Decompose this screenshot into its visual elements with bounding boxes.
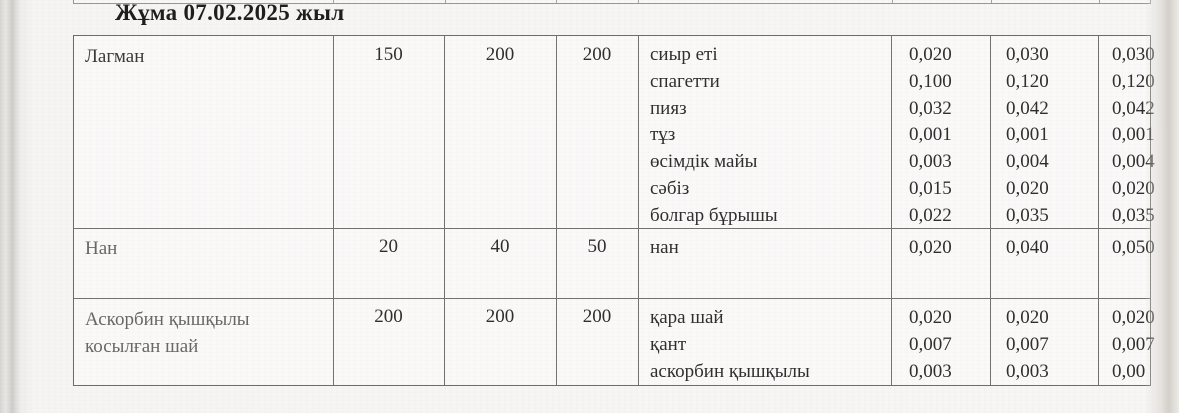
previous-table-fragment: 0,001 0,001 — [73, 0, 1151, 4]
portion-value: 200 — [582, 44, 612, 65]
quantity-value: 0,003 — [909, 151, 952, 173]
row-divider-2 — [74, 298, 1150, 300]
quantity-value: 0,022 — [909, 204, 952, 226]
quantity-column-2: 0,020 0,007 0,003 — [990, 305, 1098, 385]
quantity-value: 0,020 — [1112, 307, 1155, 328]
ingredient-name: спагетти — [650, 70, 720, 92]
quantity-column-3: 0,020 0,007 0,00 — [1098, 305, 1155, 385]
portion-value: 150 — [374, 44, 403, 65]
quantity-value: 0,120 — [1006, 70, 1049, 92]
quantity-value: 0,030 — [1112, 44, 1155, 65]
quantity-column-2: 0,040 — [990, 235, 1098, 262]
ingredient-name: қара шай — [650, 307, 724, 328]
table-row: Нан — [74, 236, 333, 261]
portion-value: 20 — [379, 236, 398, 257]
portion-cell: 200 — [444, 44, 556, 66]
quantity-value: 0,040 — [1006, 237, 1049, 258]
quantity-value: 0,120 — [1112, 70, 1155, 92]
column-divider-1 — [333, 36, 335, 385]
quantity-value: 0,015 — [909, 177, 952, 199]
portion-cell: 150 — [333, 44, 444, 66]
table-row: Аскорбин қышқылы косылған шай — [74, 306, 333, 360]
portion-cell: 20 — [333, 236, 444, 258]
dish-name-line-2: косылған шай — [85, 336, 199, 357]
quantity-value: 0,030 — [1006, 44, 1049, 65]
row-divider-1 — [74, 228, 1150, 230]
quantity-column-1: 0,020 — [891, 235, 990, 262]
quantity-column-3: 0,030 0,120 0,042 0,001 0,004 0,020 0,03… — [1098, 42, 1155, 230]
quantity-value: 0,020 — [909, 44, 952, 65]
portion-cell: 200 — [444, 306, 556, 328]
quantity-value: 0,042 — [1006, 97, 1049, 119]
column-divider-2 — [444, 36, 446, 385]
quantity-value: 0,001 — [1006, 124, 1049, 146]
ingredient-name: нан — [650, 237, 679, 258]
portion-value: 200 — [374, 306, 403, 327]
quantity-value: 0,007 — [1006, 333, 1049, 355]
ingredient-name: қант — [650, 333, 687, 355]
quantity-column-1: 0,020 0,100 0,032 0,001 0,003 0,015 0,02… — [891, 42, 990, 230]
quantity-value: 0,020 — [1006, 177, 1049, 199]
quantity-value: 0,004 — [1112, 151, 1155, 173]
quantity-value: 0,004 — [1006, 151, 1049, 173]
column-divider-3 — [556, 36, 558, 385]
ingredient-name: аскорбин қышқылы — [650, 360, 810, 382]
quantity-value: 0,001 — [909, 124, 952, 146]
portion-value: 50 — [587, 236, 607, 257]
quantity-value: 0,050 — [1112, 237, 1155, 258]
column-divider-6 — [990, 36, 992, 385]
ingredient-name: пияз — [650, 97, 687, 119]
quantity-column-3: 0,050 — [1098, 235, 1155, 262]
menu-table: Лагман 150 200 200 сиыр еті спагетти пия… — [73, 35, 1155, 386]
quantity-value: 0,032 — [909, 97, 952, 119]
quantity-column-1: 0,020 0,007 0,003 — [891, 305, 990, 385]
date-heading: Жұма 07.02.2025 жыл — [115, 0, 345, 25]
dish-name: Нан — [85, 238, 118, 259]
quantity-value: 0,001 — [1112, 124, 1155, 146]
portion-cell: 200 — [333, 306, 444, 328]
portion-value: 200 — [485, 306, 515, 327]
ingredient-name: сәбіз — [650, 177, 690, 199]
quantity-value: 0,020 — [909, 307, 952, 328]
portion-cell: 200 — [556, 306, 638, 328]
portion-cell: 40 — [444, 236, 556, 258]
portion-value: 200 — [582, 306, 612, 327]
quantity-value: 0,020 — [1006, 307, 1049, 328]
quantity-value: 0,003 — [909, 360, 952, 382]
column-divider-7 — [1098, 36, 1100, 385]
quantity-value: 0,003 — [1006, 360, 1049, 382]
ingredient-name: тұз — [650, 124, 676, 146]
quantity-value: 0,035 — [1112, 204, 1155, 226]
quantity-value: 0,007 — [1112, 333, 1155, 355]
quantity-value: 0,035 — [1006, 204, 1049, 226]
quantity-value: 0,020 — [909, 237, 952, 258]
quantity-value: 0,020 — [1112, 177, 1155, 199]
dish-name-line-1: Аскорбин қышқылы — [85, 309, 250, 330]
quantity-column-2: 0,030 0,120 0,042 0,001 0,004 0,020 0,03… — [990, 42, 1098, 230]
quantity-value: 0,00 — [1112, 360, 1146, 382]
column-divider-5 — [891, 36, 893, 385]
portion-cell: 200 — [556, 44, 638, 66]
ingredient-list: сиыр еті спагетти пияз тұз өсімдік майы … — [638, 42, 891, 230]
quantity-value: 0,007 — [909, 333, 952, 355]
dish-name: Лагман — [85, 46, 145, 67]
ingredient-list: нан — [638, 235, 891, 262]
ingredient-list: қара шай қант аскорбин қышқылы — [638, 305, 891, 385]
ingredient-name: сиыр еті — [650, 44, 718, 65]
quantity-value: 0,100 — [909, 70, 952, 92]
quantity-value: 0,042 — [1112, 97, 1155, 119]
portion-value: 200 — [485, 44, 515, 65]
table-row: Лагман — [74, 44, 333, 69]
ingredient-name: өсімдік майы — [650, 151, 758, 173]
portion-value: 40 — [490, 236, 510, 257]
ingredient-name: болгар бұрышы — [650, 204, 778, 226]
column-divider-4 — [638, 36, 640, 385]
portion-cell: 50 — [556, 236, 638, 258]
